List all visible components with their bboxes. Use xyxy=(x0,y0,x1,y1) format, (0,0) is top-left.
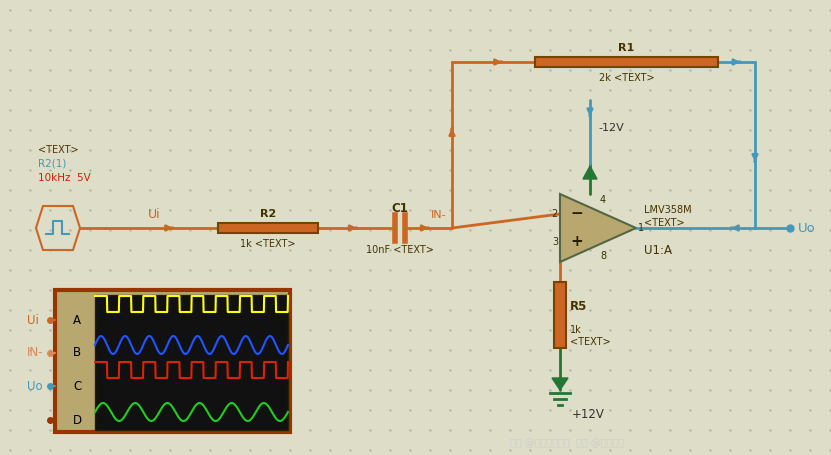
Text: -12V: -12V xyxy=(598,123,624,133)
Text: R2(1): R2(1) xyxy=(38,158,66,168)
Text: IN-: IN- xyxy=(27,347,43,359)
Text: 2k <TEXT>: 2k <TEXT> xyxy=(598,73,654,83)
Polygon shape xyxy=(583,166,597,179)
Text: R5: R5 xyxy=(570,300,588,313)
Text: +: + xyxy=(570,234,583,249)
FancyBboxPatch shape xyxy=(535,57,718,67)
Text: <TEXT>: <TEXT> xyxy=(644,218,685,228)
Text: 1k <TEXT>: 1k <TEXT> xyxy=(240,239,296,249)
Text: 10kHz  5V: 10kHz 5V xyxy=(38,173,91,183)
Text: 8: 8 xyxy=(600,251,606,261)
Text: 10nF <TEXT>: 10nF <TEXT> xyxy=(366,245,434,255)
Polygon shape xyxy=(552,378,568,390)
Polygon shape xyxy=(560,194,636,262)
Text: IN-: IN- xyxy=(431,210,447,220)
FancyBboxPatch shape xyxy=(95,295,288,430)
Text: C: C xyxy=(73,379,81,393)
FancyBboxPatch shape xyxy=(554,282,566,348)
Text: U1:A: U1:A xyxy=(644,243,672,257)
Text: Uo: Uo xyxy=(27,379,42,393)
Text: Uo: Uo xyxy=(798,222,816,234)
Text: C1: C1 xyxy=(391,202,409,214)
Text: −: − xyxy=(570,207,583,222)
Text: B: B xyxy=(73,347,81,359)
Text: 4: 4 xyxy=(600,195,606,205)
Text: R2: R2 xyxy=(260,209,276,219)
Text: D: D xyxy=(72,414,81,426)
Text: LMV358M: LMV358M xyxy=(644,205,691,215)
Text: R1: R1 xyxy=(618,43,635,53)
Text: +12V: +12V xyxy=(572,409,605,421)
Text: 3: 3 xyxy=(552,237,558,247)
Text: A: A xyxy=(73,313,81,327)
Text: Ui: Ui xyxy=(27,313,39,327)
Text: <TEXT>: <TEXT> xyxy=(38,145,79,155)
Text: 知乎 @嵌入式程序员  关注 @电路药丸: 知乎 @嵌入式程序员 关注 @电路药丸 xyxy=(510,438,624,448)
Text: 2: 2 xyxy=(552,209,558,219)
Text: Ui: Ui xyxy=(148,208,160,222)
Text: 1: 1 xyxy=(638,223,644,233)
FancyBboxPatch shape xyxy=(218,223,318,233)
Text: 1k
<TEXT>: 1k <TEXT> xyxy=(570,325,611,347)
FancyBboxPatch shape xyxy=(55,290,290,432)
